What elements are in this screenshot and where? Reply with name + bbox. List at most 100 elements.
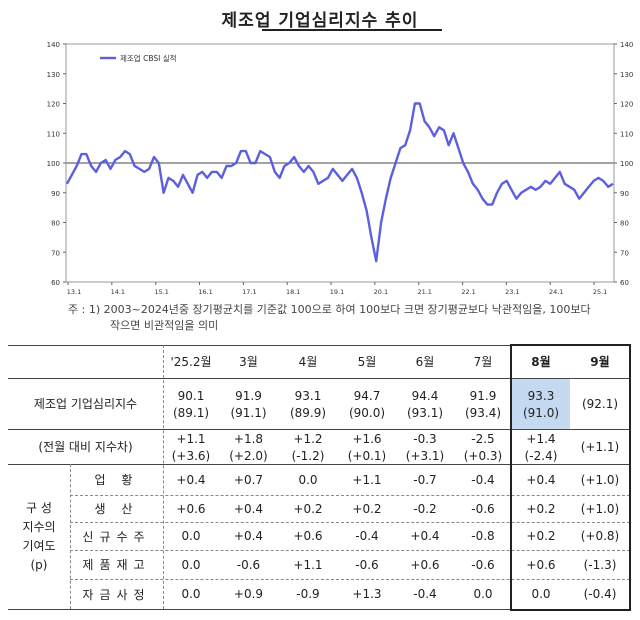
table-bottom-rule bbox=[8, 609, 630, 610]
y-tick-label-right: 140 bbox=[620, 41, 633, 49]
cbsi-line-chart: 140 140 130 130 120 120 110 110 100 100 90 90 80 80 70… bbox=[47, 41, 634, 296]
table-cell: 93.1 (89.9) bbox=[278, 378, 338, 429]
component-label: 제품재고 bbox=[82, 558, 151, 572]
table-cell: (+1.0) bbox=[580, 501, 620, 516]
table-cell-previous: (+1.1) bbox=[580, 440, 620, 454]
x-tick-label: 13.1 bbox=[67, 288, 81, 296]
table-top-rule bbox=[8, 345, 630, 346]
table-cell-previous: (+3.6) bbox=[171, 448, 211, 463]
table-cell: +0.7 bbox=[233, 472, 264, 487]
table-cell-value: -0.3 bbox=[413, 431, 437, 446]
component-label: 신규수주 bbox=[82, 529, 151, 544]
col-header: 4월 bbox=[298, 355, 318, 369]
y-tick-label: 60 bbox=[51, 279, 60, 287]
y-tick-label-right: 110 bbox=[620, 130, 633, 138]
x-tick-label: 18.1 bbox=[286, 288, 300, 296]
component-group-label-previous: (p) bbox=[30, 557, 48, 572]
table-cell: +1.1 (+3.6) bbox=[163, 429, 219, 464]
chart-footnote: 주 : 1) 2003~2024년중 장기평균치를 기준값 100으로 하여 1… bbox=[68, 302, 640, 334]
table-cell: 91.9 (91.1) bbox=[219, 378, 278, 429]
table-cell-previous: (92.1) bbox=[581, 397, 619, 411]
table-cell: 94.4 (93.1) bbox=[396, 378, 454, 429]
component-label: 업 황 bbox=[94, 473, 139, 487]
table-cell: (-0.4) bbox=[583, 587, 617, 601]
col-header: 8월 bbox=[531, 355, 551, 369]
table-cell: +0.2 bbox=[526, 501, 556, 516]
row-rule bbox=[8, 464, 630, 465]
table-cell-value: 93.1 bbox=[294, 388, 322, 403]
table-cell-previous: (+0.3) bbox=[463, 448, 503, 463]
table-cell-previous: (-1.2) bbox=[291, 448, 325, 463]
table-cell: +0.4 bbox=[176, 472, 206, 487]
highlight-aug bbox=[512, 378, 570, 429]
table-cell-value: 94.7 bbox=[353, 388, 381, 403]
table-cell: (+0.8) bbox=[580, 529, 620, 543]
table-cell: 0.0 bbox=[181, 557, 201, 572]
table-cell: (92.1) bbox=[570, 378, 630, 429]
x-tick-label: 22.1 bbox=[461, 288, 475, 296]
table-cell: +1.3 bbox=[352, 587, 382, 601]
table-cell: +1.1 bbox=[293, 557, 323, 572]
table-cell-value: -2.5 bbox=[471, 431, 495, 446]
table-cell: -0.9 bbox=[296, 587, 320, 601]
y-tick-label: 80 bbox=[51, 220, 60, 228]
table-cell-previous: (+0.1) bbox=[347, 448, 387, 463]
table-cell: +0.4 bbox=[410, 529, 440, 543]
chart-series bbox=[65, 102, 614, 263]
table-cell: (-1.3) bbox=[583, 557, 617, 572]
table-cell: +0.2 bbox=[352, 501, 382, 516]
y-tick-label: 100 bbox=[47, 160, 60, 168]
table-cell: -0.4 bbox=[413, 587, 437, 601]
table-cell: -0.4 bbox=[355, 529, 379, 543]
title-underline bbox=[262, 29, 442, 31]
table-cell: 0.0 bbox=[473, 587, 493, 601]
row-label: 제조업 기업심리지수 bbox=[33, 397, 138, 411]
table-cell-previous: (+2.0) bbox=[229, 448, 268, 463]
col-header: 5월 bbox=[357, 355, 377, 369]
y-tick-label: 90 bbox=[51, 190, 60, 198]
x-tick-label: 20.1 bbox=[374, 288, 388, 296]
table-cell-previous: (93.4) bbox=[464, 405, 502, 420]
table-cell: +0.4 bbox=[526, 472, 556, 487]
table-cell: +0.9 bbox=[233, 587, 264, 601]
table-cell-previous: (89.1) bbox=[172, 405, 210, 420]
table-cell: +0.4 bbox=[233, 501, 264, 516]
y-tick-label-right: 70 bbox=[620, 249, 629, 257]
component-rule bbox=[70, 550, 630, 551]
table-cell: -0.6 bbox=[355, 557, 379, 572]
table-cell: -0.6 bbox=[471, 557, 495, 572]
table-cell: -2.5 (+0.3) bbox=[454, 429, 512, 464]
cbsi-table: '25.2월 3월 4월 5월 6월 7월 8월 9월 제조업 기업심리지수 90.1 (89.1)… bbox=[8, 344, 631, 611]
x-tick-label: 16.1 bbox=[198, 288, 212, 296]
table-cell: 93.3 (91.0) bbox=[512, 378, 570, 429]
table-cell: +0.2 bbox=[526, 529, 556, 543]
table-cell: +0.6 bbox=[410, 557, 440, 572]
table-cell: +0.2 bbox=[293, 501, 323, 516]
table-cell: -0.8 bbox=[471, 529, 495, 543]
table-cell: 91.9 (93.4) bbox=[454, 378, 512, 429]
table-cell-previous: (93.1) bbox=[406, 405, 444, 420]
y-tick-label: 130 bbox=[47, 71, 60, 79]
x-tick-label: 19.1 bbox=[330, 288, 344, 296]
table-cell-previous: (+3.1) bbox=[405, 448, 445, 463]
table-cell: +1.4 (-2.4) bbox=[512, 429, 570, 464]
row-label: (전월 대비 지수차) bbox=[38, 440, 133, 454]
col-header: 9월 bbox=[590, 355, 610, 369]
col-header: 7월 bbox=[473, 355, 493, 369]
table-cell: +1.8 (+2.0) bbox=[219, 429, 278, 464]
table-cell: +1.1 bbox=[352, 472, 382, 487]
header-rule bbox=[8, 378, 630, 379]
table-cell: -0.6 bbox=[236, 557, 261, 572]
component-group-label: 구 성 지수의 기여도 (p) bbox=[8, 464, 70, 609]
y-tick-label-right: 60 bbox=[620, 279, 629, 287]
y-tick-label: 110 bbox=[47, 130, 60, 138]
table-cell: 0.0 bbox=[181, 587, 201, 601]
table-cell: 0.0 bbox=[181, 529, 201, 543]
table-cell: (+1.1) bbox=[570, 429, 630, 464]
y-tick-label: 140 bbox=[47, 41, 60, 49]
col-header: 6월 bbox=[415, 355, 435, 369]
component-group-label-value: 구 성 bbox=[26, 500, 52, 515]
chart-legend: 제조업 CBSI 실적 bbox=[100, 53, 177, 63]
table-cell: -0.6 bbox=[471, 501, 495, 516]
x-tick-label: 14.1 bbox=[111, 288, 125, 296]
